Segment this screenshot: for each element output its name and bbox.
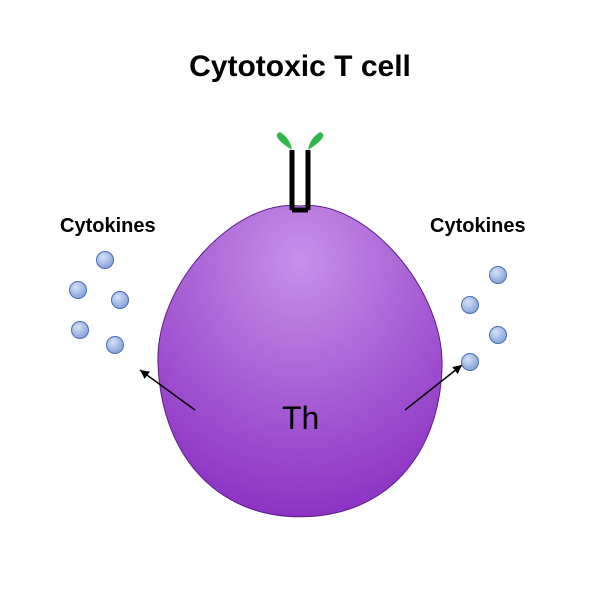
diagram-canvas: Cytotoxic T cell Th [0, 0, 600, 600]
cytokine-left-4 [106, 336, 124, 354]
cytokine-right-3 [461, 353, 479, 371]
cytokine-left-3 [71, 321, 89, 339]
t-cell-receptor-icon [277, 132, 323, 210]
cytokine-right-2 [489, 326, 507, 344]
cell-label: Th [282, 400, 319, 437]
receptor-tip-right-icon [308, 132, 323, 150]
cell-svg-layer [0, 0, 600, 600]
cytokines-label-right: Cytokines [430, 215, 526, 238]
cytokine-left-2 [111, 291, 129, 309]
cytokine-left-0 [96, 251, 114, 269]
cytokine-right-0 [489, 266, 507, 284]
t-cell-body [158, 205, 442, 516]
receptor-tip-left-icon [277, 132, 292, 150]
cytokine-right-1 [461, 296, 479, 314]
cytokines-label-left: Cytokines [60, 215, 156, 238]
cytokine-left-1 [69, 281, 87, 299]
